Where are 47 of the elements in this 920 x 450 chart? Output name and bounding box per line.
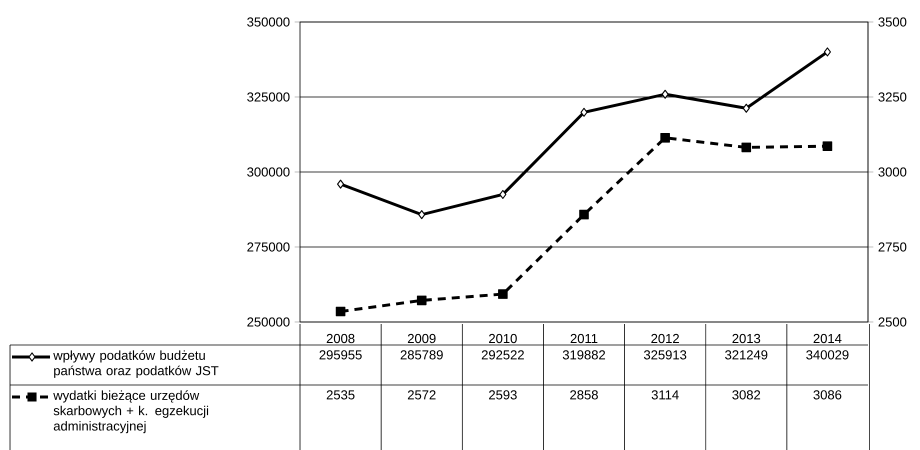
data-label: 2572	[408, 390, 436, 400]
data-label: 2593	[489, 390, 517, 400]
legend-label: wydatki bieżące urzędów skarbowych + k. egzekucji administracyjnej	[53, 390, 208, 434]
point	[741, 142, 752, 152]
data-label: 325913	[644, 350, 686, 360]
data-label: 3086	[813, 390, 842, 400]
data-label: 340029	[806, 350, 848, 360]
point	[418, 210, 426, 219]
point	[579, 210, 589, 220]
y-tick-label: 300000	[247, 167, 290, 176]
data-label: 2535	[326, 390, 354, 400]
x-tick-label: 2009	[408, 334, 436, 343]
point	[416, 295, 427, 306]
point	[660, 132, 670, 142]
point	[499, 190, 506, 199]
point	[822, 141, 832, 151]
point	[742, 104, 750, 113]
point	[337, 179, 344, 188]
y-tick-label: 325000	[247, 92, 290, 102]
y2-tick-label: 2750	[878, 242, 906, 252]
point	[824, 47, 831, 56]
data-label: 319882	[562, 350, 606, 360]
x-tick-label: 2013	[732, 334, 760, 343]
y-tick-label: 250000	[247, 317, 290, 326]
data-label: 292522	[482, 350, 524, 360]
x-tick-label: 2012	[651, 334, 679, 343]
y2-tick-label: 2500	[878, 317, 906, 326]
point	[336, 306, 346, 316]
data-label: 3082	[732, 390, 760, 400]
x-tick-label: 2014	[814, 334, 842, 343]
y-tick-label: 350000	[247, 17, 290, 26]
data-label: 2858	[570, 390, 598, 400]
point	[580, 108, 588, 117]
y2-tick-label: 3500	[878, 17, 906, 26]
y-tick-label: 275000	[247, 242, 290, 252]
y2-tick-label: 3250	[878, 92, 906, 102]
data-label: 295955	[320, 350, 362, 360]
point	[662, 90, 669, 99]
x-tick-label: 2011	[570, 334, 598, 343]
point	[498, 289, 508, 299]
y2-tick-label: 3000	[878, 167, 906, 176]
legend-label: wpływy podatków budżetu państwa oraz podatków JST	[53, 350, 218, 378]
data-label: 3114	[652, 390, 679, 400]
x-tick-label: 2010	[489, 334, 517, 343]
data-label: 321249	[725, 350, 768, 360]
data-label: 285789	[400, 350, 443, 360]
x-tick-label: 2008	[326, 334, 354, 343]
